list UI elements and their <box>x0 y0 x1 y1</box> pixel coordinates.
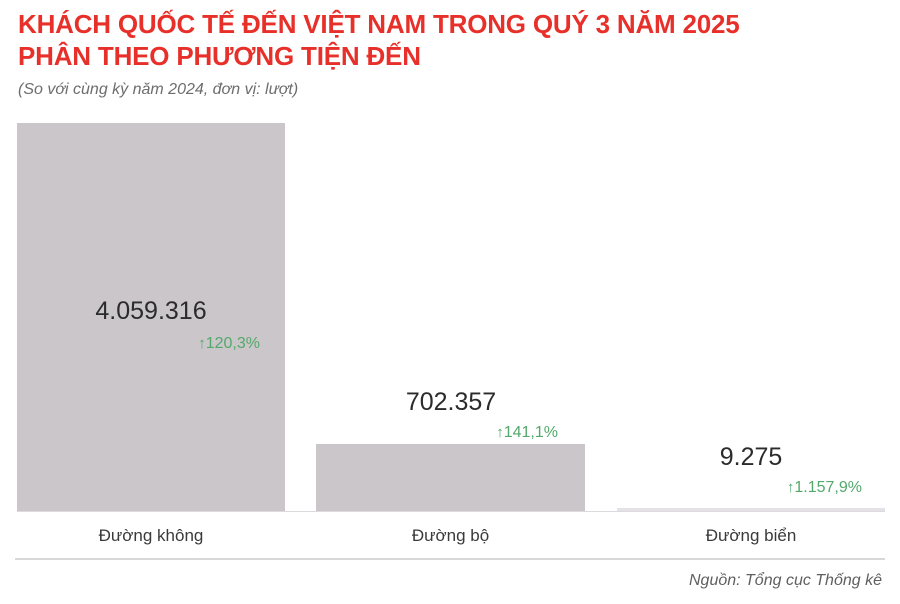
arrow-up-icon: ↑ <box>786 479 795 496</box>
chart-source: Nguồn: Tổng cục Thống kê <box>688 572 882 589</box>
bar-duong-khong[interactable] <box>17 123 285 511</box>
chart-title-line-2: PHÂN THEO PHƯƠNG TIỆN ĐẾN <box>18 41 421 71</box>
bar-duong-bien[interactable] <box>617 508 885 511</box>
bar-value-duong-bien: 9.275 <box>719 443 783 471</box>
bar-growth-duong-khong: ↑120,3% <box>20 334 260 354</box>
chart-header: KHÁCH QUỐC TẾ ĐẾN VIỆT NAM TRONG QUÝ 3 N… <box>18 8 878 100</box>
arrow-up-icon: ↑ <box>198 335 206 352</box>
bar-value-duong-khong: 4.059.316 <box>95 297 207 325</box>
bar-duong-bo[interactable] <box>316 444 585 511</box>
arrow-up-icon: ↑ <box>496 424 504 441</box>
category-label-duong-khong: Đường không <box>98 526 204 545</box>
bar-growth-value-duong-bo: 141,1% <box>503 424 558 441</box>
bar-growth-value-duong-khong: 120,3% <box>205 335 260 352</box>
chart-baseline <box>17 511 885 512</box>
chart-subtitle: (So với cùng kỳ năm 2024, đơn vị: lượt) <box>18 81 299 98</box>
bar-growth-duong-bo: ↑141,1% <box>320 423 558 443</box>
category-label-duong-bo: Đường bộ <box>411 526 490 545</box>
chart-title-line-1: KHÁCH QUỐC TẾ ĐẾN VIỆT NAM TRONG QUÝ 3 N… <box>18 9 740 39</box>
bar-growth-value-duong-bien: 1.157,9% <box>794 479 862 496</box>
bar-value-duong-bo: 702.357 <box>405 388 497 416</box>
category-label-duong-bien: Đường biển <box>705 526 797 545</box>
footer-divider <box>15 558 885 560</box>
bar-growth-duong-bien: ↑1.157,9% <box>620 478 862 498</box>
